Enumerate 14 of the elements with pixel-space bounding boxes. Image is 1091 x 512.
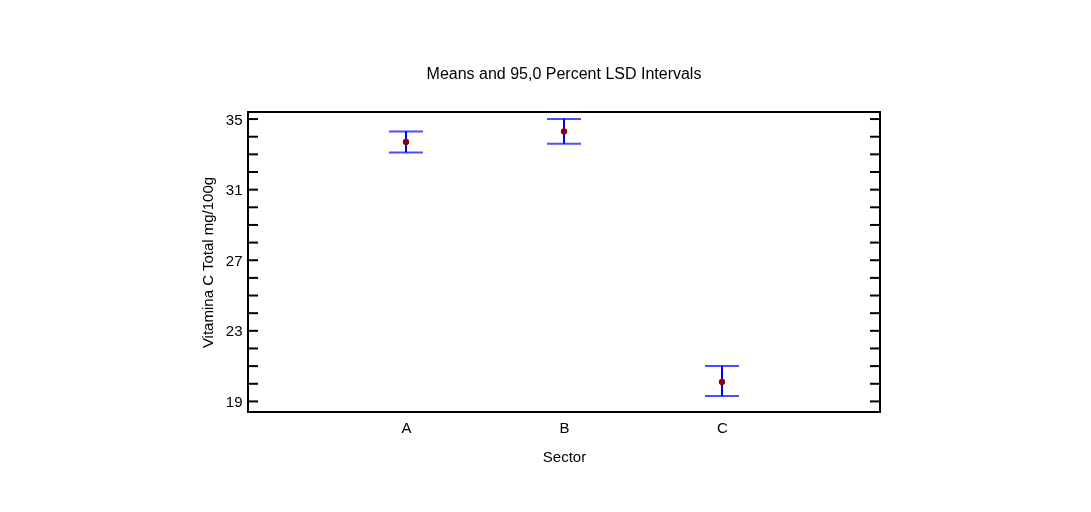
y-axis-title: Vitamina C Total mg/100g	[198, 176, 216, 349]
x-tick-label: A	[401, 418, 412, 436]
point	[718, 378, 726, 386]
y-tick-label: 23	[225, 322, 243, 340]
point	[560, 128, 568, 135]
y-tick-label: 19	[225, 392, 243, 410]
chart-title: Means and 95,0 Percent LSD Intervals	[426, 65, 702, 82]
y-tick-label: 31	[225, 181, 243, 199]
x-axis-title: Sector	[542, 447, 587, 465]
y-tick-label: 35	[225, 110, 243, 128]
x-tick-label: C	[717, 418, 729, 436]
x-tick-label: B	[559, 418, 570, 436]
point	[402, 138, 410, 146]
y-tick-label: 27	[225, 251, 243, 269]
